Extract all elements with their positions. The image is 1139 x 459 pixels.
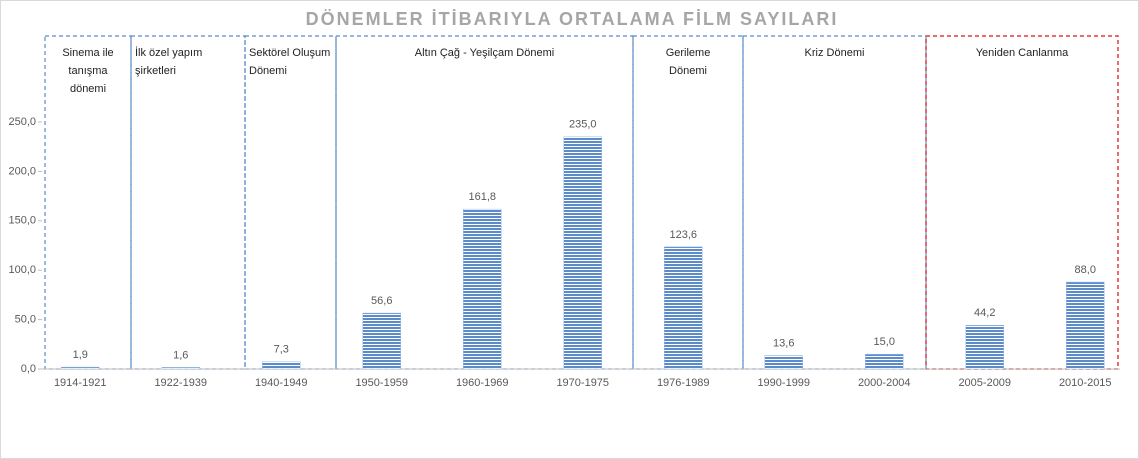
x-tick-label: 2010-2015	[1059, 377, 1112, 389]
bar	[61, 366, 100, 370]
period-label: Dönemi	[669, 65, 707, 77]
value-label: 15,0	[874, 336, 895, 348]
x-tick-label: 2005-2009	[958, 377, 1011, 389]
bar	[764, 355, 803, 370]
period-label: İlk özel yapım	[135, 46, 202, 59]
value-label: 123,6	[669, 229, 697, 241]
period-label: Gerileme	[666, 47, 711, 59]
value-label: 1,9	[73, 349, 88, 361]
x-tick-label: 1922-1939	[154, 377, 207, 389]
y-tick-label: 100,0	[8, 264, 36, 276]
value-label: 235,0	[569, 119, 597, 131]
bar	[1066, 281, 1105, 370]
value-label: 88,0	[1075, 264, 1096, 276]
y-tick-label: 150,0	[8, 215, 36, 227]
bar	[563, 136, 602, 370]
period-label: tanışma	[68, 65, 108, 77]
x-tick-label: 2000-2004	[858, 377, 911, 389]
y-tick-label: 200,0	[8, 165, 36, 177]
x-tick-label: 1990-1999	[757, 377, 810, 389]
period-label: Altın Çağ - Yeşilçam Dönemi	[415, 47, 554, 59]
x-tick-label: 1960-1969	[456, 377, 509, 389]
bar	[362, 312, 401, 370]
x-tick-label: 1940-1949	[255, 377, 308, 389]
y-tick-label: 50,0	[15, 314, 36, 326]
x-tick-label: 1976-1989	[657, 377, 710, 389]
value-label: 13,6	[773, 337, 794, 349]
y-tick-label: 250,0	[8, 116, 36, 128]
bar	[161, 367, 200, 370]
period-label: Dönemi	[249, 65, 287, 77]
x-tick-label: 1914-1921	[54, 377, 107, 389]
period-label: Kriz Dönemi	[805, 47, 865, 59]
period-label: Yeniden Canlanma	[976, 47, 1069, 59]
value-label: 44,2	[974, 307, 995, 319]
period-box	[925, 35, 1119, 370]
bar	[664, 246, 703, 370]
bar	[965, 325, 1004, 370]
period-label: şirketleri	[135, 65, 176, 77]
bar	[262, 361, 301, 370]
period-label: dönemi	[70, 83, 106, 95]
y-tick-label: 0,0	[21, 363, 36, 375]
value-label: 7,3	[274, 344, 289, 356]
value-label: 1,6	[173, 349, 188, 361]
chart-title: DÖNEMLER İTİBARIYLA ORTALAMA FİLM SAYILA…	[306, 9, 839, 29]
period-label: Sektörel Oluşum	[249, 47, 330, 59]
bar	[463, 208, 502, 370]
bar	[865, 353, 904, 370]
x-tick-label: 1970-1975	[556, 377, 609, 389]
x-tick-label: 1950-1959	[355, 377, 408, 389]
value-label: 161,8	[468, 191, 496, 203]
value-label: 56,6	[371, 295, 392, 307]
period-box	[742, 35, 927, 370]
period-label: Sinema ile	[62, 47, 113, 59]
